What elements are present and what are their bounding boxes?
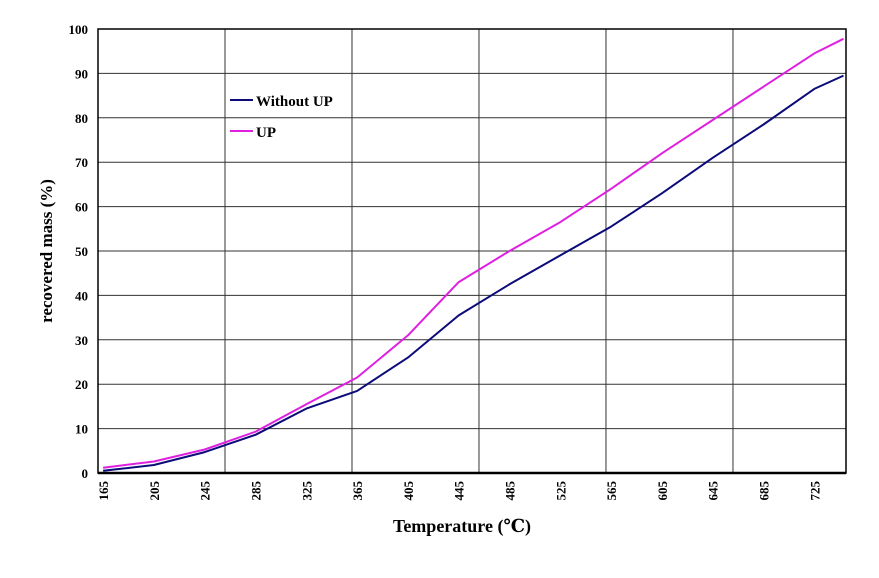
series-line-without-up (102, 74, 844, 472)
y-tick-label: 50 (75, 244, 88, 259)
x-tick-label: 605 (655, 481, 670, 501)
x-tick-label: 725 (807, 481, 822, 501)
x-tick-label: 405 (401, 481, 416, 501)
gridlines (98, 28, 846, 474)
y-tick-label: 10 (75, 422, 88, 437)
y-tick-label: 60 (75, 200, 88, 215)
y-tick-label: 20 (75, 377, 88, 392)
x-tick-label: 565 (604, 481, 619, 501)
x-tick-label: 445 (452, 481, 467, 501)
y-tick-label: 30 (75, 333, 88, 348)
x-axis-label: Temperature (℃) (393, 516, 531, 537)
axes: 0 10 20 30 40 50 60 70 80 90 100 165 205 245 285 325 365… (69, 22, 847, 501)
y-tick-label: 70 (75, 155, 88, 170)
y-tick-label: 40 (75, 288, 88, 303)
legend: Without UP UP (230, 94, 333, 141)
series-line-up (102, 37, 844, 469)
y-tick-label: 0 (82, 466, 89, 481)
x-tick-label: 645 (706, 481, 721, 501)
y-axis-label: recovered mass (%) (37, 179, 56, 323)
y-tick-label: 100 (69, 22, 89, 37)
x-tick-label: 525 (553, 481, 568, 501)
x-tick-label: 685 (756, 481, 771, 501)
legend-label-up: UP (256, 125, 276, 141)
y-tick-label: 90 (75, 66, 88, 81)
x-tick-label: 285 (248, 481, 263, 501)
x-tick-label: 485 (502, 481, 517, 501)
x-tick-label: 165 (96, 481, 111, 501)
x-tick-label: 365 (350, 481, 365, 501)
series-lines (102, 37, 844, 472)
x-tick-label: 325 (299, 481, 314, 501)
legend-label-without-up: Without UP (256, 94, 333, 110)
x-tick-label: 245 (198, 481, 213, 501)
y-tick-label: 80 (75, 111, 88, 126)
x-tick-label: 205 (147, 481, 162, 501)
